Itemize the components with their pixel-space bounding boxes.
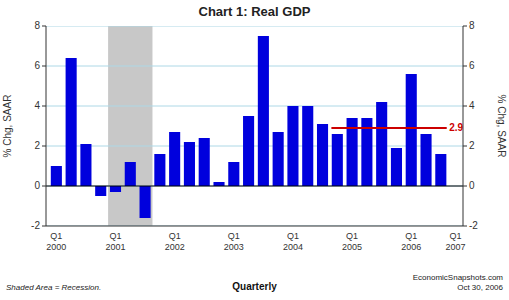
y-tick-label: 2 bbox=[34, 140, 40, 151]
y-tick bbox=[42, 26, 46, 27]
y-tick bbox=[42, 106, 46, 107]
y-tick bbox=[42, 146, 46, 147]
y2-tick bbox=[463, 186, 467, 187]
bar bbox=[110, 186, 121, 192]
grid-line bbox=[46, 146, 463, 147]
bar bbox=[391, 148, 402, 186]
y2-tick bbox=[463, 66, 467, 67]
y2-tick-label: 8 bbox=[469, 20, 475, 31]
footer-center: Quarterly bbox=[232, 281, 277, 292]
x-tick-label: Q12006 bbox=[401, 231, 421, 252]
bar bbox=[199, 138, 210, 186]
y2-axis-label: % Chg, SAAR bbox=[496, 95, 507, 158]
y2-tick bbox=[463, 26, 467, 27]
x-tick-label: Q12002 bbox=[165, 231, 185, 252]
footer-left: Shaded Area = Recession. bbox=[6, 283, 101, 292]
bar bbox=[66, 58, 77, 186]
y-tick bbox=[42, 186, 46, 187]
bar bbox=[332, 134, 343, 186]
text-line: Q1 bbox=[169, 231, 181, 241]
text-line: 2005 bbox=[342, 242, 362, 252]
x-axis-line bbox=[46, 226, 463, 227]
grid-line bbox=[46, 186, 463, 187]
grid-line bbox=[46, 26, 463, 27]
x-tick-label: Q12005 bbox=[342, 231, 362, 252]
x-tick-label: Q12000 bbox=[46, 231, 66, 252]
text-line: Quarterly bbox=[232, 281, 277, 292]
bar bbox=[420, 134, 431, 186]
y2-tick bbox=[463, 106, 467, 107]
text-line: 2007 bbox=[446, 242, 466, 252]
x-tick-label: Q12004 bbox=[283, 231, 303, 252]
y2-tick-label: 2 bbox=[469, 140, 475, 151]
title: Chart 1: Real GDP bbox=[199, 4, 311, 19]
bar bbox=[154, 154, 165, 186]
reference-line bbox=[331, 127, 446, 129]
y-axis-line bbox=[46, 26, 47, 226]
y-tick-label: -2 bbox=[31, 220, 40, 231]
y-tick-label: 6 bbox=[34, 60, 40, 71]
x-tick-label: Q12003 bbox=[224, 231, 244, 252]
text-line: Q1 bbox=[405, 231, 417, 241]
y2-axis-line bbox=[463, 26, 464, 226]
bar bbox=[435, 154, 446, 186]
y2-tick-label: 4 bbox=[469, 100, 475, 111]
bar bbox=[287, 106, 298, 186]
grid-line bbox=[46, 226, 463, 227]
bar bbox=[95, 186, 106, 196]
text-line: 2004 bbox=[283, 242, 303, 252]
x-tick-label: Q12001 bbox=[105, 231, 125, 252]
text-line: 2000 bbox=[46, 242, 66, 252]
y-tick-label: 4 bbox=[34, 100, 40, 111]
bar bbox=[243, 116, 254, 186]
y-tick bbox=[42, 66, 46, 67]
text-line: 2002 bbox=[165, 242, 185, 252]
text-line: 2003 bbox=[224, 242, 244, 252]
recession-shade bbox=[108, 26, 152, 226]
chart: Chart 1: Real GDP 2.9 -2 0 2 4 6 8 -2 0 2 4 6 8 % Chg,… bbox=[0, 0, 509, 300]
bar bbox=[376, 102, 387, 186]
bar bbox=[51, 166, 62, 186]
text-line: Q1 bbox=[346, 231, 358, 241]
text-line: 2001 bbox=[105, 242, 125, 252]
text-line: 2006 bbox=[401, 242, 421, 252]
y2-tick bbox=[463, 226, 467, 227]
zero-line bbox=[46, 186, 463, 187]
bar bbox=[80, 144, 91, 186]
bar bbox=[406, 74, 417, 186]
text-line: Q1 bbox=[450, 231, 462, 241]
y2-tick bbox=[463, 146, 467, 147]
plot-area bbox=[46, 26, 463, 226]
y-tick bbox=[42, 226, 46, 227]
bar bbox=[169, 132, 180, 186]
y2-tick-label: -2 bbox=[469, 220, 478, 231]
y2-tick-label: 6 bbox=[469, 60, 475, 71]
reference-label: 2.9 bbox=[449, 122, 463, 133]
grid-line bbox=[46, 106, 463, 107]
y2-tick-label: 0 bbox=[469, 180, 475, 191]
bar bbox=[213, 182, 224, 186]
text-line: Q1 bbox=[287, 231, 299, 241]
text-line: EconomicSnapshots.com bbox=[413, 273, 504, 282]
bar bbox=[228, 162, 239, 186]
footer-right: EconomicSnapshots.comOct 30, 2006 bbox=[413, 273, 504, 292]
text-line: Q1 bbox=[228, 231, 240, 241]
bar bbox=[258, 36, 269, 186]
y-axis-label: % Chg, SAAR bbox=[2, 95, 13, 158]
bar bbox=[317, 124, 328, 186]
bar bbox=[273, 132, 284, 186]
bar bbox=[140, 186, 151, 218]
y-tick-label: 8 bbox=[34, 20, 40, 31]
bar bbox=[125, 162, 136, 186]
text-line: Shaded Area = Recession. bbox=[6, 283, 101, 292]
text-line: Q1 bbox=[109, 231, 121, 241]
bar bbox=[184, 142, 195, 186]
bar bbox=[302, 106, 313, 186]
grid-line bbox=[46, 66, 463, 67]
y-tick-label: 0 bbox=[34, 180, 40, 191]
x-tick-label: Q12007 bbox=[446, 231, 466, 252]
text-line: Oct 30, 2006 bbox=[457, 283, 503, 292]
text-line: Q1 bbox=[50, 231, 62, 241]
